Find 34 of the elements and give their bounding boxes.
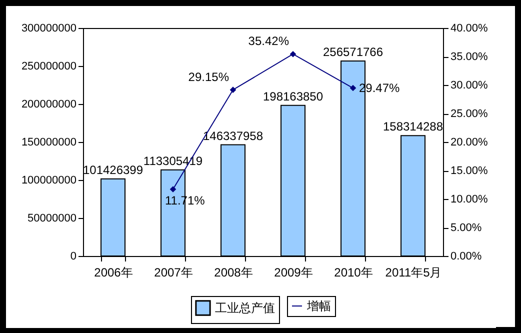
point [170, 186, 176, 192]
y2-tick-label: 40.00% [450, 22, 488, 34]
point [290, 50, 296, 58]
x-tick-label: 2009年 [274, 266, 313, 280]
y2-tick-label: 5.00% [450, 222, 482, 234]
x-tick-label: 2011年5月 [385, 266, 442, 280]
x-tick-label: 2007年 [154, 266, 193, 280]
x-tick-label: 2010年 [334, 266, 373, 280]
data-label: 101426399 [82, 162, 144, 177]
data-label: 198163850 [262, 89, 324, 104]
y-tick-label: 250000000 [21, 60, 76, 72]
y-tick-label: 50000000 [28, 212, 76, 224]
legend-label: 工业总产值 [215, 301, 275, 315]
y-tick-label: 300000000 [21, 22, 76, 34]
x-tick-label: 2006年 [94, 266, 133, 280]
y2-tick-label: 20.00% [450, 136, 488, 148]
data-label: 256571766 [322, 45, 384, 60]
data-label: 29.15% [188, 70, 230, 84]
y2-tick-label: 25.00% [450, 108, 488, 120]
point [230, 86, 236, 94]
point [350, 84, 356, 92]
y2-tick-label: 10.00% [450, 194, 488, 206]
legend-label: 增幅 [306, 299, 331, 313]
data-label: 35.42% [248, 34, 290, 48]
y-tick-label: 150000000 [21, 136, 76, 148]
y2-tick-label: 15.00% [450, 165, 488, 177]
x-tick-label: 2008年 [214, 266, 253, 280]
data-label: 158314288 [382, 120, 444, 134]
y-tick-label: 0 [70, 250, 76, 262]
y-tick-label: 200000000 [21, 98, 76, 110]
y-tick-label: 100000000 [21, 174, 76, 186]
y2-tick-label: 35.00% [450, 51, 488, 63]
y2-tick-label: 0.00% [450, 250, 482, 262]
y2-tick-label: 30.00% [450, 80, 488, 92]
